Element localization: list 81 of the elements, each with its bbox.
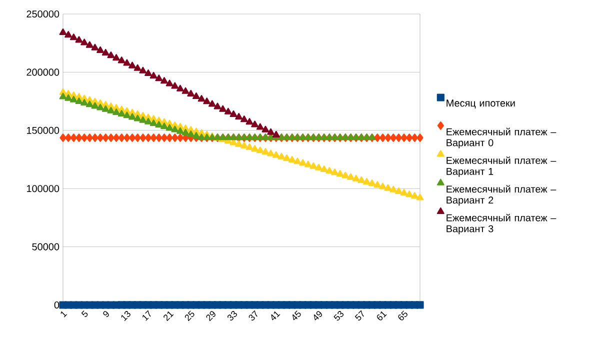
point [91,44,99,50]
point [70,96,78,102]
y-tick-label: 150000 [27,126,60,134]
point [128,62,136,68]
point [262,126,270,132]
point [75,36,83,43]
x-tick-label: 45 [292,310,301,320]
point [123,59,131,66]
legend-label: Ежемесячный платеж – Вариант 2 [446,185,556,206]
point [144,118,152,124]
point [59,28,67,36]
point [112,108,120,115]
point [102,48,110,56]
point [107,51,115,58]
point [86,41,94,48]
x-tick-label: 9 [103,311,109,317]
y-tick-label: 100000 [27,185,60,192]
point [240,115,248,122]
point [256,123,264,130]
point [75,97,83,104]
legend-label: Месяц ипотеки [446,100,515,109]
point [112,54,120,61]
point [150,119,158,126]
point [64,30,72,38]
legend-label: Ежемесячный платеж – Вариант 3 [446,214,556,234]
x-tick-label: 25 [184,310,194,322]
point [182,128,190,136]
point [96,46,104,53]
point [139,66,147,74]
point [251,120,259,128]
x-tick-label: 17 [142,310,151,321]
point [160,77,168,84]
x-tick-label: 57 [354,310,364,320]
x-tick-label: 29 [206,311,216,322]
point [182,87,190,94]
point [134,64,142,71]
x-tick-label: 1 [60,311,68,318]
point [118,56,126,64]
point [70,34,78,40]
point [208,100,216,107]
x-tick-label: 49 [314,311,322,320]
point [203,98,211,104]
x-tick-label: 33 [227,311,238,321]
point [267,128,275,135]
point [166,80,174,86]
legend-label: Ежемесячный платеж – Вариант 0 [446,128,556,148]
point [235,112,243,120]
x-tick-label: 53 [334,311,344,321]
point [176,84,184,92]
point [176,127,184,134]
point [150,72,158,79]
point [59,92,67,100]
y-tick-label: 200000 [26,68,60,76]
point [171,82,179,89]
x-tick-label: 37 [248,310,258,321]
point [214,102,222,110]
point [219,105,227,112]
point [155,74,163,82]
x-tick-label: 61 [376,311,387,320]
point [107,106,115,114]
point [144,69,152,76]
x-tick-label: 5 [81,310,88,317]
point [187,90,195,96]
x-tick-label: 13 [121,311,130,321]
legend-label: Ежемесячный платеж – Вариант 1 [446,156,556,177]
x-tick-label: 21 [164,311,174,322]
x-tick-label: 41 [271,311,280,320]
point [230,110,238,117]
point [160,122,168,130]
point [224,108,232,114]
point [80,38,88,46]
point [187,130,195,137]
point [246,118,254,125]
point [198,95,206,102]
point [192,92,200,100]
y-tick-label: 50000 [32,243,60,250]
x-tick-label: 65 [398,310,408,320]
point [128,113,136,120]
y-tick-label: 250000 [26,10,60,18]
point [192,132,200,139]
point [272,130,280,138]
